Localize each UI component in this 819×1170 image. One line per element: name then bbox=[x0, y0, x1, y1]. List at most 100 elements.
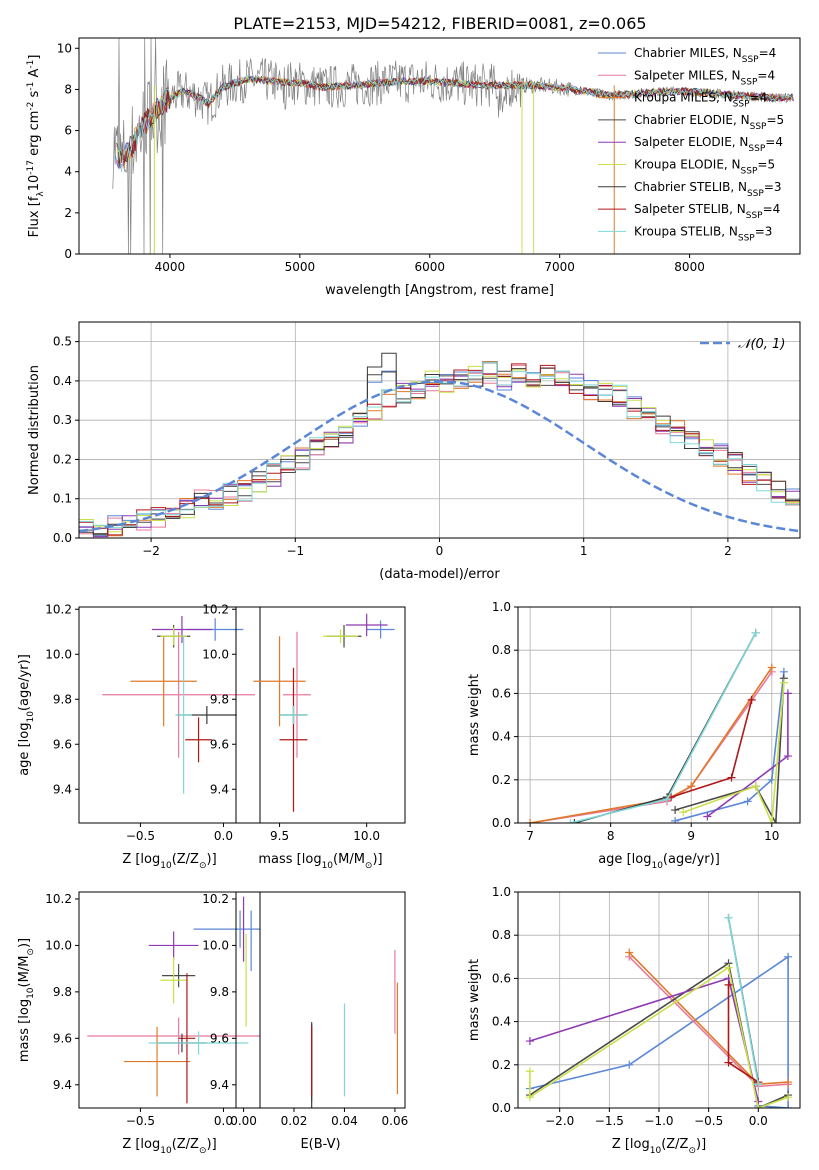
y-tick-label: 9.8 bbox=[210, 985, 229, 999]
axes-frame bbox=[78, 37, 801, 255]
x-axis-label: E(B-V) bbox=[300, 1137, 340, 1152]
weight-marker-0-2 bbox=[784, 952, 793, 961]
y-tick-label: 0.4 bbox=[492, 730, 511, 744]
label-part: ⊙ bbox=[365, 861, 373, 871]
mass-vs-metallicity-panel: −0.5 0.09.49.69.810.010.2Z [log10(Z/Z⊙)]m… bbox=[17, 891, 261, 1156]
weight-marker-3-2 bbox=[771, 819, 780, 823]
label-part: SSP bbox=[738, 233, 755, 243]
legend-label-5: Kroupa ELODIE, NSSP=5 bbox=[634, 158, 775, 177]
y-tick-label: 9.6 bbox=[210, 1031, 229, 1045]
plot-area bbox=[526, 628, 792, 823]
y-tick-label: 0.3 bbox=[53, 413, 72, 427]
y-tick-label: 1.0 bbox=[492, 600, 511, 614]
x-tick-label: −1 bbox=[286, 544, 304, 558]
label-part: (M/M bbox=[17, 956, 32, 988]
weight-marker-5-1 bbox=[525, 1093, 534, 1102]
y-tick-label: 9.4 bbox=[53, 1078, 72, 1092]
label-part: A bbox=[27, 69, 42, 82]
axes-frame bbox=[78, 606, 261, 824]
label-part: =4 bbox=[750, 91, 768, 105]
y-tick-label: 9.4 bbox=[53, 782, 72, 796]
y-tick-label: 0.8 bbox=[492, 928, 511, 942]
y-tick-label: 0.2 bbox=[492, 1058, 511, 1072]
label-part: SSP bbox=[741, 167, 758, 177]
y-tick-label: 0.0 bbox=[53, 531, 72, 545]
y-tick-label: 0.4 bbox=[492, 1015, 511, 1029]
x-axis-label: Z [log10(Z/Z⊙)] bbox=[612, 1137, 706, 1156]
weight-marker-4-2 bbox=[783, 689, 792, 698]
y-tick-label: 0.6 bbox=[492, 971, 511, 985]
label-part: Z [log bbox=[122, 1137, 160, 1152]
label-part: SSP bbox=[746, 211, 763, 221]
age-vs-metallicity-panel: −0.5 0.09.49.69.810.010.2Z [log10(Z/Z⊙)]a… bbox=[17, 602, 261, 871]
label-part: Salpeter STELIB, N bbox=[634, 202, 746, 216]
y-tick-label: 0.2 bbox=[492, 773, 511, 787]
x-axis-label: Z [log10(Z/Z⊙)] bbox=[122, 852, 216, 871]
x-axis-label: mass [log10(M/M⊙)] bbox=[258, 852, 382, 871]
label-part: -1 bbox=[26, 82, 36, 91]
weight-marker-5-0 bbox=[679, 808, 688, 817]
x-tick-label: −0.5 bbox=[694, 1114, 723, 1128]
mass-weight-vs-metallicity-panel: −2.0 −1.5 −1.0 −0.5 0.0 0.0 0.2 0.4 0.6 0.8 1.0 Z [… bbox=[467, 885, 801, 1156]
weight-marker-2-0 bbox=[625, 948, 634, 957]
label-part: 10 bbox=[160, 861, 172, 871]
y-axis-label: Flux [fλ10-17 erg cm-2 s-1 A-1] bbox=[26, 55, 46, 238]
label-part: ⊙ bbox=[688, 1146, 696, 1156]
label-part: Kroupa STELIB, N bbox=[634, 224, 738, 238]
label-part: (Z/Z bbox=[172, 1137, 199, 1152]
x-tick-label: 10.0 bbox=[353, 829, 380, 843]
legend-label-6: Chabrier STELIB, NSSP=3 bbox=[634, 180, 782, 199]
weight-marker-5-3 bbox=[754, 1104, 763, 1108]
y-tick-label: 0.1 bbox=[53, 492, 72, 506]
x-tick-label: 9.5 bbox=[270, 829, 289, 843]
weight-marker-5-0 bbox=[525, 1067, 534, 1076]
label-part: =4 bbox=[757, 68, 775, 82]
label-part: =3 bbox=[764, 180, 782, 194]
spectrum-panel: 4000 5000 6000 7000 8000 0 2 4 6 8 10 wavelength [A… bbox=[26, 37, 801, 298]
histogram-step-8 bbox=[79, 362, 800, 538]
weight-marker-8-0 bbox=[566, 819, 575, 823]
weight-marker-0-1 bbox=[625, 1060, 634, 1069]
label-part: λ bbox=[36, 191, 46, 197]
plot-area bbox=[112, 38, 794, 254]
y-tick-label: 2 bbox=[64, 206, 72, 220]
x-tick-label: 0.02 bbox=[281, 1114, 308, 1128]
x-tick-label: 1 bbox=[580, 544, 588, 558]
weight-line-0 bbox=[674, 671, 785, 822]
label-part: 10 bbox=[650, 1146, 662, 1156]
y-tick-label: 6 bbox=[64, 124, 72, 138]
weight-marker-7-1 bbox=[727, 773, 736, 782]
x-tick-label: −0.5 bbox=[126, 829, 155, 843]
label-part: age [log bbox=[17, 723, 32, 776]
y-tick-label: 9.6 bbox=[210, 737, 229, 751]
x-tick-label: −0.5 bbox=[126, 1114, 155, 1128]
weight-marker-5-3 bbox=[779, 678, 788, 687]
label-part: )] bbox=[207, 1137, 217, 1152]
label-part: Salpeter ELODIE, N bbox=[634, 135, 748, 149]
label-part: 10 bbox=[160, 1146, 172, 1156]
weight-line-3 bbox=[674, 678, 785, 823]
label-part: SSP bbox=[747, 189, 764, 199]
label-part: ⊙ bbox=[26, 948, 36, 956]
x-tick-label: 0.0 bbox=[214, 1114, 233, 1128]
residual-histogram-panel: −2 −1 0 1 2 0.0 0.1 0.2 0.3 0.4 0.5 (data-model)/er… bbox=[27, 321, 801, 582]
weight-marker-2-2 bbox=[784, 1078, 793, 1087]
y-tick-label: 10.2 bbox=[45, 602, 72, 616]
legend-label-1: Salpeter MILES, NSSP=4 bbox=[634, 68, 775, 87]
y-axis-label: mass weight bbox=[467, 674, 482, 756]
x-tick-label: 0.0 bbox=[214, 829, 233, 843]
axes-frame bbox=[235, 891, 406, 1109]
label-part: )] bbox=[17, 938, 32, 948]
weight-marker-4-0 bbox=[703, 812, 712, 821]
weight-marker-3-0 bbox=[671, 806, 680, 815]
histogram-step-1 bbox=[79, 364, 800, 538]
label-part: =4 bbox=[763, 202, 781, 216]
y-axis-label: mass weight bbox=[467, 959, 482, 1041]
label-part: Flux [f bbox=[27, 196, 42, 237]
x-axis-label: Z [log10(Z/Z⊙)] bbox=[122, 1137, 216, 1156]
x-tick-label: 9 bbox=[687, 829, 695, 843]
y-tick-label: 8 bbox=[64, 82, 72, 96]
y-tick-label: 9.8 bbox=[210, 692, 229, 706]
y-tick-label: 10.2 bbox=[202, 892, 229, 906]
